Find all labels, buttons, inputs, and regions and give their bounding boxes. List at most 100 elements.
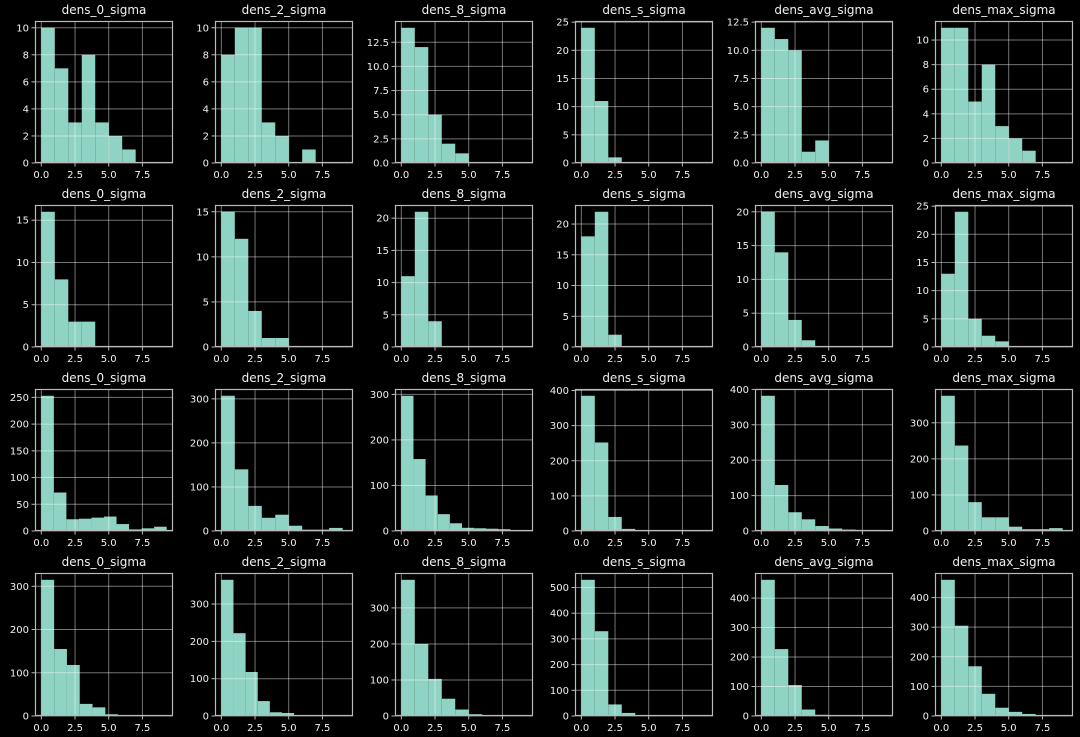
y-tick-label: 100 bbox=[10, 473, 29, 484]
x-tick-label: 5.0 bbox=[1001, 354, 1017, 365]
tick-marks bbox=[211, 27, 323, 167]
y-tick-label: 4 bbox=[923, 109, 929, 120]
histogram-plot: 0.0 2.5 5.0 7.5 0 5 10 15 20 25 dens_max_sigma bbox=[916, 187, 1074, 365]
histogram-bar bbox=[401, 27, 415, 164]
x-tick-label: 2.5 bbox=[427, 538, 443, 549]
histogram-bars bbox=[941, 579, 1036, 716]
y-tick-label: 5 bbox=[563, 312, 569, 323]
x-tick-label: 0.0 bbox=[573, 723, 589, 734]
axes-spines bbox=[394, 388, 534, 532]
histogram-bar bbox=[41, 579, 55, 716]
tick-marks bbox=[211, 603, 323, 720]
y-tick-label: 0 bbox=[203, 712, 209, 723]
grid-lines bbox=[935, 205, 1073, 348]
histogram-bar bbox=[761, 395, 775, 531]
histogram-bar bbox=[234, 238, 249, 347]
axes-spines bbox=[574, 388, 714, 532]
histogram-bar bbox=[788, 685, 802, 716]
histogram-bar bbox=[54, 68, 69, 163]
histogram-plot: 0.0 2.5 5.0 7.5 0 5 10 15 dens_0_sigma bbox=[16, 187, 174, 365]
y-tick-label: 0.0 bbox=[373, 159, 389, 170]
y-tick-label: 10.0 bbox=[727, 46, 749, 57]
panel-title: dens_max_sigma bbox=[952, 187, 1055, 201]
x-tick-label: 0.0 bbox=[753, 170, 769, 181]
x-tick-label: 2.5 bbox=[247, 538, 263, 549]
histogram-bar bbox=[428, 321, 442, 347]
tick-marks bbox=[571, 389, 683, 535]
histogram-bar bbox=[269, 712, 282, 716]
histogram-bar bbox=[981, 693, 996, 716]
histogram-bar bbox=[761, 211, 775, 347]
y-tick-label: 200 bbox=[910, 454, 929, 465]
histogram-bar bbox=[1008, 526, 1023, 531]
histogram-bar bbox=[437, 514, 450, 531]
x-tick-label: 5.0 bbox=[1001, 723, 1017, 734]
histogram-bar bbox=[801, 340, 816, 347]
panel-title: dens_avg_sigma bbox=[774, 187, 873, 201]
x-tick-label: 0.0 bbox=[213, 538, 229, 549]
y-tick-label: 200 bbox=[730, 653, 749, 664]
axes-spines bbox=[754, 204, 894, 348]
tick-marks bbox=[211, 398, 323, 535]
histogram-bars bbox=[221, 27, 316, 164]
histogram-panel-dens_avg_sigma-r1: 0.0 2.5 5.0 7.5 0.0 2.5 5.0 7.5 10.0 12.5 dens_avg… bbox=[720, 0, 900, 184]
y-tick-label: 0 bbox=[923, 159, 929, 170]
y-tick-label: 100 bbox=[730, 491, 749, 502]
panel-title: dens_s_sigma bbox=[602, 187, 685, 201]
tick-marks bbox=[931, 597, 1043, 720]
histogram-bar bbox=[449, 523, 462, 531]
histogram-bar bbox=[413, 459, 426, 531]
y-tick-label: 0 bbox=[383, 343, 389, 354]
y-tick-label: 8 bbox=[203, 50, 209, 61]
x-tick-label: 0.0 bbox=[753, 723, 769, 734]
y-tick-label: 300 bbox=[730, 420, 749, 431]
histogram-bar bbox=[221, 579, 234, 716]
x-tick-label: 5.0 bbox=[641, 538, 657, 549]
y-tick-label: 25 bbox=[556, 18, 569, 29]
x-tick-label: 2.5 bbox=[607, 723, 623, 734]
histogram-bars bbox=[761, 27, 829, 164]
x-tick-label: 2.5 bbox=[607, 538, 623, 549]
histogram-bar bbox=[221, 395, 235, 531]
histogram-bar bbox=[981, 335, 996, 347]
x-tick-label: 7.5 bbox=[494, 170, 510, 181]
histogram-bar bbox=[788, 50, 802, 163]
y-tick-label: 2 bbox=[203, 131, 209, 142]
x-tick-label: 0.0 bbox=[573, 170, 589, 181]
x-tick-label: 2.5 bbox=[967, 723, 983, 734]
histogram-bar bbox=[79, 703, 93, 716]
y-tick-label: 400 bbox=[730, 594, 749, 605]
y-tick-label: 200 bbox=[370, 435, 389, 446]
histogram-bars bbox=[581, 27, 622, 164]
histogram-bar bbox=[954, 625, 969, 716]
histogram-plot: 0.0 2.5 5.0 7.5 0 100 200 300 dens_8_sigma bbox=[370, 371, 534, 549]
histogram-plot: 0.0 2.5 5.0 7.5 0 100 200 300 dens_0_sigma bbox=[10, 555, 174, 734]
y-tick-label: 12.5 bbox=[727, 18, 749, 29]
x-tick-label: 7.5 bbox=[1034, 723, 1050, 734]
histogram-bars bbox=[761, 211, 816, 347]
y-tick-label: 10 bbox=[16, 258, 29, 269]
y-tick-label: 15 bbox=[556, 74, 569, 85]
histogram-bar bbox=[116, 524, 130, 531]
histogram-plot: 0.0 2.5 5.0 7.5 0 100 200 300 dens_2_sigma bbox=[190, 371, 354, 549]
x-tick-label: 2.5 bbox=[787, 538, 803, 549]
histogram-bars bbox=[941, 27, 1036, 164]
y-tick-label: 8 bbox=[23, 50, 29, 61]
histogram-bars bbox=[401, 579, 483, 716]
axes-spines bbox=[574, 204, 714, 348]
histogram-bar bbox=[275, 337, 289, 347]
y-tick-label: 0 bbox=[923, 712, 929, 723]
y-tick-label: 5 bbox=[743, 309, 749, 320]
tick-marks bbox=[31, 585, 143, 720]
panel-title: dens_2_sigma bbox=[242, 3, 327, 17]
panel-title: dens_avg_sigma bbox=[774, 371, 873, 385]
axes-spines bbox=[934, 204, 1074, 348]
histogram-bar bbox=[66, 664, 80, 716]
histogram-panel-dens_2_sigma-r2: 0.0 2.5 5.0 7.5 0 5 10 15 dens_2_sigma bbox=[180, 184, 360, 368]
tick-marks bbox=[751, 21, 863, 167]
histogram-bars bbox=[941, 211, 1009, 347]
x-tick-label: 7.5 bbox=[494, 538, 510, 549]
histogram-bar bbox=[261, 122, 276, 163]
y-tick-label: 400 bbox=[550, 609, 569, 620]
histogram-bar bbox=[968, 101, 982, 163]
